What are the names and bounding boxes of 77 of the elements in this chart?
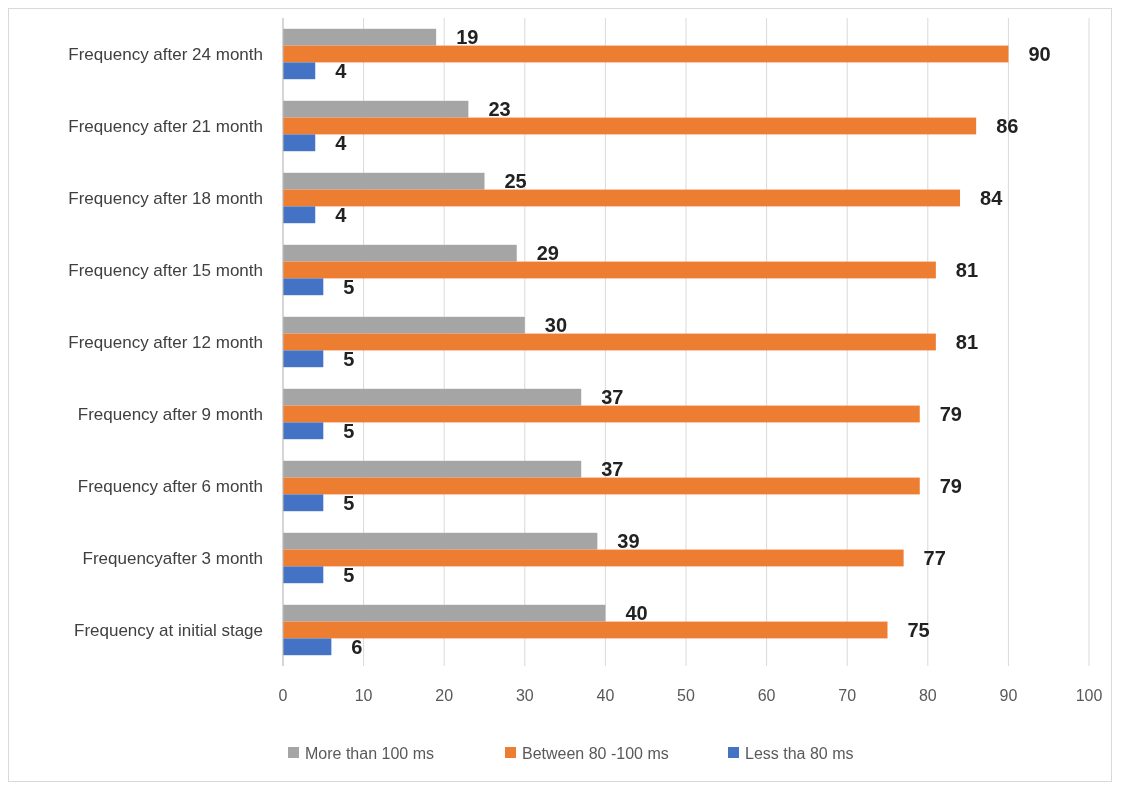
y-tick-label: Frequency after 24 month	[68, 44, 263, 64]
bar	[283, 422, 324, 440]
data-label: 5	[343, 347, 355, 370]
bar	[283, 189, 961, 207]
bar	[283, 172, 485, 190]
y-tick-label: Frequency after 12 month	[68, 332, 263, 352]
x-tick-label: 40	[596, 687, 615, 704]
bar	[283, 333, 936, 351]
x-tick-label: 100	[1075, 687, 1103, 704]
y-tick-label: Frequency after 18 month	[68, 188, 263, 208]
data-label: 86	[996, 115, 1019, 137]
data-label: 5	[343, 419, 355, 442]
y-tick-label: Frequency after 15 month	[68, 260, 263, 280]
y-tick-label: Frequencyafter 3 month	[82, 548, 263, 568]
bar	[283, 350, 324, 368]
x-tick-label: 80	[918, 687, 937, 704]
bar	[283, 206, 316, 224]
data-label: 5	[343, 491, 355, 514]
x-tick-label: 90	[999, 687, 1018, 704]
data-label: 25	[504, 170, 527, 193]
x-tick-label: 0	[278, 687, 288, 704]
data-label: 81	[955, 259, 979, 281]
data-label: 90	[1028, 43, 1051, 65]
y-tick-label: Frequency after 9 month	[77, 404, 263, 424]
bar	[283, 460, 582, 478]
data-label: 5	[343, 275, 355, 298]
bar	[283, 532, 598, 550]
data-label: 84	[980, 187, 1004, 209]
x-tick-label: 70	[838, 687, 857, 704]
data-label: 77	[923, 547, 946, 569]
bar	[283, 62, 316, 80]
data-label: 81	[955, 331, 979, 353]
x-tick-label: 10	[354, 687, 373, 704]
data-label: 75	[907, 619, 930, 641]
data-label: 40	[625, 602, 648, 625]
bar	[283, 28, 437, 46]
data-label: 23	[488, 98, 511, 121]
legend-label: More than 100 ms	[305, 744, 434, 762]
bar	[283, 134, 316, 152]
x-tick-label: 50	[677, 687, 695, 704]
bar	[283, 638, 332, 656]
data-label: 79	[939, 403, 962, 425]
data-label: 37	[601, 458, 624, 481]
y-tick-label: Frequency after 6 month	[77, 476, 263, 496]
data-label: 4	[335, 131, 348, 154]
bar	[283, 494, 324, 512]
bar	[283, 261, 936, 279]
y-tick-label: Frequency after 21 month	[68, 116, 263, 136]
bar	[283, 388, 582, 406]
data-label: 4	[335, 59, 348, 82]
bar	[283, 316, 525, 334]
data-label: 5	[343, 563, 355, 586]
legend-label: Less tha 80 ms	[745, 744, 854, 762]
x-tick-label: 60	[757, 687, 776, 704]
data-label: 37	[601, 386, 624, 409]
bar	[283, 604, 606, 622]
x-tick-label: 30	[515, 687, 534, 704]
data-label: 30	[544, 314, 568, 337]
data-label: 39	[617, 530, 640, 553]
data-label: 4	[335, 203, 348, 226]
data-label: 6	[351, 635, 363, 658]
bar	[283, 405, 920, 423]
bar	[283, 45, 1009, 63]
data-label: 19	[456, 26, 479, 49]
bar	[283, 621, 888, 639]
x-tick-label: 20	[435, 687, 454, 704]
data-label: 29	[536, 242, 559, 265]
legend-label: Between 80 -100 ms	[522, 744, 669, 762]
bar	[283, 244, 517, 262]
bar	[283, 278, 324, 296]
bar	[283, 117, 977, 135]
bar	[283, 549, 904, 567]
bar	[283, 477, 920, 495]
bar	[283, 100, 469, 118]
data-label: 79	[939, 475, 962, 497]
bar	[283, 566, 324, 584]
y-tick-label: Frequency at initial stage	[74, 620, 263, 640]
